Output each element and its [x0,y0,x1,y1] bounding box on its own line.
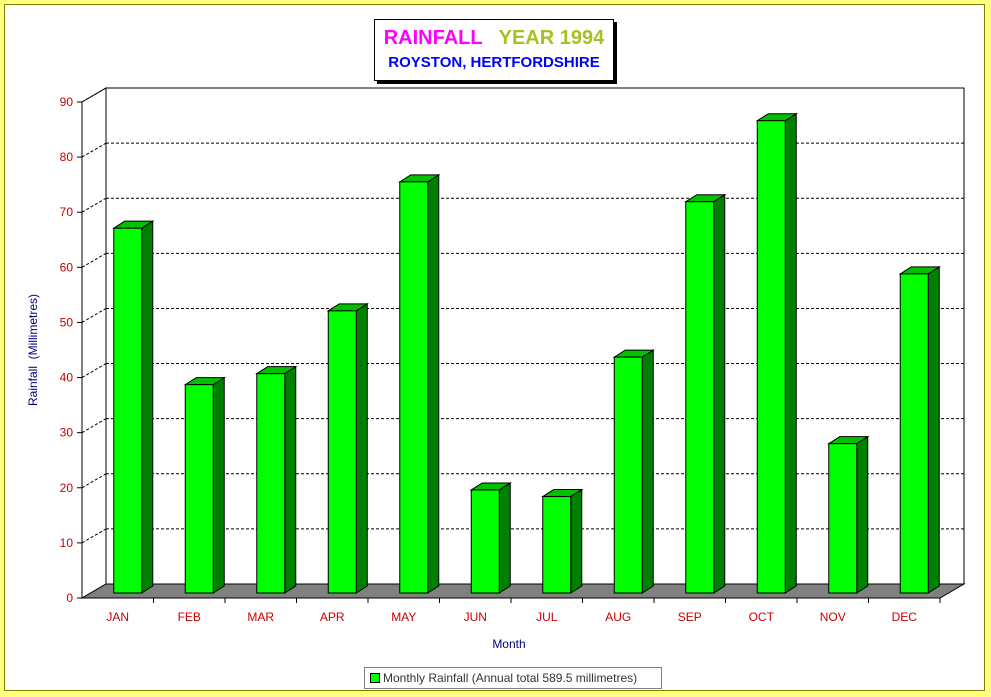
x-axis-title: Month [492,637,525,651]
bar-side [427,173,440,594]
bar-oct [755,112,798,594]
x-tick-label: NOV [820,610,846,624]
legend-swatch [370,673,380,683]
x-tick-label: MAR [247,610,274,624]
y-axis-title: Rainfall (Millimetres) [26,294,40,406]
chart-title: RAINFALL [383,27,483,49]
x-tick-label: SEP [678,610,702,624]
y-tick-label: 40 [60,371,74,385]
bar-nov [827,435,870,594]
y-tick-label: 50 [60,315,74,329]
bar-side [784,112,797,594]
x-tick-label: MAY [391,610,416,624]
bar-sep [684,193,727,594]
legend: Monthly Rainfall (Annual total 589.5 mil… [364,667,662,689]
bar-dec [898,265,941,594]
bar-jul [541,488,584,594]
x-tick-label: JAN [106,610,129,624]
chart-subtitle: ROYSTON, HERTFORDSHIRE [388,54,600,71]
bar-jan [112,220,155,594]
back-wall [105,87,965,585]
bar-aug [612,349,655,594]
bar-side [641,349,654,594]
bar-mar [255,365,298,594]
y-tick-label: 10 [60,536,74,550]
x-tick-label: DEC [892,610,918,624]
x-tick-label: JUN [464,610,487,624]
bar-front [470,489,500,594]
x-tick-label: FEB [178,610,201,624]
bar-front [327,310,357,594]
y-tick-label: 70 [60,205,74,219]
y-tick-label: 60 [60,260,74,274]
x-tick-label: OCT [749,610,775,624]
y-tick-label: 20 [60,481,74,495]
bar-may [398,173,441,594]
bar-apr [326,302,369,594]
bar-front [399,181,429,594]
bar-side [570,488,583,594]
bar-front [899,273,929,594]
x-tick-label: APR [320,610,345,624]
bar-side [713,193,726,594]
bar-side [927,265,940,594]
y-tick-label: 0 [66,591,73,605]
bar-front [828,443,858,594]
y-tick-label: 90 [60,95,74,109]
bar-side [212,376,225,594]
bar-front [542,496,572,594]
side-wall [81,87,107,599]
y-tick-label: 80 [60,150,74,164]
bar-jun [469,482,512,594]
bar-feb [183,376,226,594]
bar-front [256,373,286,594]
bar-side [284,365,297,594]
bar-front [184,384,214,594]
bar-side [856,435,869,594]
bar-front [613,356,643,594]
chart-title-box: RAINFALL YEAR 1994 ROYSTON, HERTFORDSHIRE [374,19,614,81]
bar-front [756,120,786,594]
bar-side [141,220,154,594]
bar-side [498,482,511,594]
bar-front [113,227,143,594]
chart-title-year: YEAR 1994 [498,27,605,49]
legend-label: Monthly Rainfall (Annual total 589.5 mil… [383,671,638,685]
x-tick-label: AUG [605,610,631,624]
y-tick-label: 30 [60,426,74,440]
x-tick-label: JUL [536,610,558,624]
bar-front [685,201,715,594]
bar-side [355,302,368,594]
